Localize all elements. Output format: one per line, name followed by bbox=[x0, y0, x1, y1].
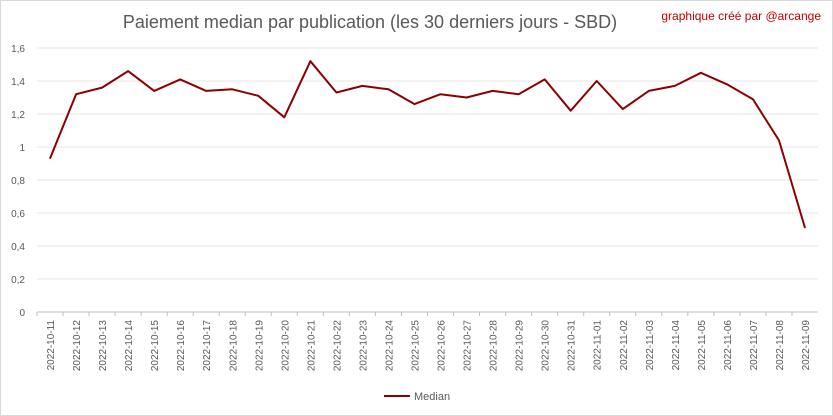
legend-label: Median bbox=[414, 391, 450, 403]
data-point bbox=[440, 93, 442, 95]
x-tick-label: 2022-10-25 bbox=[410, 320, 421, 372]
gridlines bbox=[37, 47, 818, 313]
x-tick-label: 2022-10-14 bbox=[124, 320, 135, 372]
x-tick-label: 2022-10-23 bbox=[358, 320, 369, 372]
data-point bbox=[544, 78, 546, 80]
x-tick-label: 2022-10-24 bbox=[384, 320, 395, 372]
data-point bbox=[752, 98, 754, 100]
data-point bbox=[804, 227, 806, 229]
data-point bbox=[49, 158, 51, 160]
y-tick-label: 0 bbox=[19, 308, 25, 319]
data-point bbox=[596, 80, 598, 82]
data-point bbox=[101, 87, 103, 89]
data-point bbox=[283, 116, 285, 118]
x-tick-label: 2022-11-05 bbox=[697, 320, 708, 371]
y-axis-ticks: 0 0,2 0,4 0,6 0,8 1 1,2 1,4 1,6 bbox=[11, 44, 25, 319]
y-tick-label: 0,8 bbox=[11, 176, 25, 187]
series-line-median bbox=[49, 60, 806, 229]
y-tick-label: 0,4 bbox=[11, 242, 25, 253]
x-tick-label: 2022-10-19 bbox=[254, 320, 265, 372]
y-tick-label: 1,2 bbox=[11, 110, 25, 121]
x-tick-label: 2022-11-06 bbox=[723, 320, 734, 371]
x-tick-label: 2022-10-26 bbox=[437, 320, 448, 372]
data-point bbox=[205, 90, 207, 92]
data-point bbox=[648, 90, 650, 92]
data-point bbox=[361, 85, 363, 87]
data-point bbox=[335, 92, 337, 94]
x-tick-label: 2022-11-02 bbox=[619, 320, 630, 371]
data-point bbox=[75, 93, 77, 95]
data-point bbox=[466, 97, 468, 98]
x-tick-label: 2022-10-18 bbox=[228, 320, 239, 372]
data-point bbox=[127, 70, 129, 72]
chart-credit: graphique créé par @arcange bbox=[661, 9, 821, 23]
y-tick-label: 1,6 bbox=[11, 44, 25, 55]
data-point bbox=[413, 103, 415, 105]
legend: Median bbox=[384, 391, 450, 403]
x-axis-ticks: 2022-10-11 2022-10-12 2022-10-13 2022-10-14… bbox=[36, 312, 812, 372]
data-point bbox=[387, 88, 389, 90]
data-point bbox=[309, 60, 311, 62]
data-point bbox=[153, 90, 155, 92]
x-tick-label: 2022-11-04 bbox=[671, 320, 682, 371]
data-point bbox=[726, 83, 728, 85]
x-tick-label: 2022-11-08 bbox=[775, 320, 786, 371]
x-tick-label: 2022-10-22 bbox=[332, 320, 343, 372]
x-tick-label: 2022-10-17 bbox=[202, 320, 213, 372]
y-tick-label: 0,2 bbox=[11, 275, 25, 286]
data-point bbox=[492, 90, 494, 92]
x-tick-label: 2022-10-11 bbox=[46, 320, 57, 371]
x-tick-label: 2022-10-21 bbox=[306, 320, 317, 372]
data-point bbox=[622, 108, 624, 110]
x-tick-label: 2022-10-12 bbox=[72, 320, 83, 372]
data-point bbox=[674, 85, 676, 87]
x-tick-label: 2022-10-31 bbox=[567, 320, 578, 372]
x-tick-label: 2022-11-07 bbox=[749, 320, 760, 371]
x-tick-label: 2022-11-09 bbox=[801, 320, 812, 371]
y-tick-label: 1,4 bbox=[11, 77, 25, 88]
data-point bbox=[257, 95, 259, 97]
data-point bbox=[231, 88, 233, 90]
x-tick-label: 2022-10-16 bbox=[176, 320, 187, 372]
y-tick-label: 0,6 bbox=[11, 209, 25, 220]
x-tick-label: 2022-11-01 bbox=[593, 320, 604, 371]
x-tick-label: 2022-11-03 bbox=[645, 320, 656, 371]
series-lines bbox=[49, 60, 806, 229]
x-tick-label: 2022-10-15 bbox=[150, 320, 161, 372]
data-point bbox=[570, 110, 572, 112]
x-tick-label: 2022-10-27 bbox=[463, 320, 474, 372]
x-tick-label: 2022-10-13 bbox=[98, 320, 109, 372]
y-tick-label: 1 bbox=[19, 143, 25, 154]
data-point bbox=[179, 78, 181, 80]
data-point bbox=[518, 93, 520, 95]
x-tick-label: 2022-10-30 bbox=[541, 320, 552, 372]
data-point bbox=[778, 139, 780, 141]
x-tick-label: 2022-10-28 bbox=[489, 320, 500, 372]
chart-title: Paiement median par publication (les 30 … bbox=[122, 12, 618, 32]
x-tick-label: 2022-10-20 bbox=[280, 320, 291, 372]
data-point bbox=[700, 72, 702, 74]
x-tick-label: 2022-10-29 bbox=[515, 320, 526, 372]
